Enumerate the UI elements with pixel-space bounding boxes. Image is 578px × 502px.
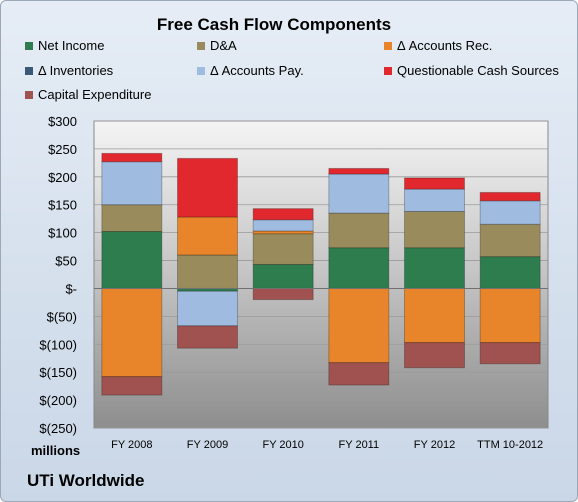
legend-label: Questionable Cash Sources	[397, 63, 559, 78]
legend-item: Δ Accounts Rec.	[384, 38, 492, 53]
bar-segment	[404, 177, 465, 190]
bar-segment	[252, 263, 314, 289]
bar-segment	[101, 376, 163, 396]
legend-label: Δ Inventories	[38, 63, 114, 78]
bar-segment	[328, 287, 390, 364]
y-tick-label: $50	[55, 254, 77, 269]
chart-title: Free Cash Flow Components	[156, 15, 392, 34]
bar-segment	[101, 204, 163, 233]
bar-segment	[177, 254, 238, 289]
x-tick-label: TTM 10-2012	[477, 439, 543, 451]
x-tick-label: FY 2010	[262, 439, 303, 451]
legend-swatch	[384, 41, 392, 50]
legend-label: Δ Accounts Rec.	[397, 38, 493, 53]
y-tick-label: $(150)	[39, 365, 77, 380]
bar-segment	[252, 233, 314, 265]
y-tick-label: $(50)	[47, 309, 77, 324]
bar-segment	[101, 161, 163, 206]
x-tick-label: FY 2011	[339, 439, 380, 451]
bar-segment	[177, 290, 238, 327]
bar-segment	[404, 342, 465, 369]
y-tick-label: $-	[65, 281, 77, 296]
legend-swatch	[197, 66, 205, 75]
bar-segment	[328, 247, 390, 289]
bar-segment	[328, 362, 390, 386]
bar-segment	[328, 212, 390, 249]
bar-segment	[177, 216, 238, 256]
y-tick-label: $200	[48, 170, 77, 185]
bar-segment	[177, 157, 238, 218]
legend-swatch	[25, 90, 33, 99]
bar-segment	[252, 208, 314, 221]
y-tick-label: $100	[48, 226, 77, 241]
bar-segment	[177, 325, 238, 349]
y-tick-label: $150	[48, 198, 77, 213]
legend-label: Net Income	[38, 38, 105, 53]
bar-segment	[479, 191, 541, 202]
bar-segment	[101, 152, 163, 163]
bar-segment	[479, 200, 541, 225]
bar-segment	[479, 223, 541, 258]
bar-segment	[328, 167, 390, 175]
legend-item: Capital Expenditure	[25, 87, 151, 102]
y-tick-label: $250	[48, 142, 77, 157]
bar-segment	[328, 173, 390, 214]
legend-label: Δ Accounts Pay.	[210, 63, 304, 78]
bar-segment	[101, 287, 163, 378]
bar-segment	[479, 342, 541, 365]
bar-segment	[479, 287, 541, 344]
legend-swatch	[25, 41, 33, 50]
x-tick-label: FY 2012	[414, 439, 455, 451]
bar-segment	[404, 210, 465, 249]
legend-item: Net Income	[25, 38, 104, 53]
legend-item: Δ Accounts Pay.	[197, 63, 304, 78]
legend-item: Δ Inventories	[25, 63, 113, 78]
legend-swatch	[197, 41, 205, 50]
bar-segment	[479, 256, 541, 289]
y-tick-label: $(100)	[39, 337, 77, 352]
y-tick-label: $(250)	[39, 421, 77, 436]
legend-item: D&A	[197, 38, 237, 53]
legend-label: Capital Expenditure	[38, 87, 152, 102]
x-tick-label: FY 2009	[187, 439, 228, 451]
bar-segment	[404, 188, 465, 212]
bar-segment	[252, 219, 314, 232]
legend-item: Questionable Cash Sources	[384, 63, 559, 78]
bar-segment	[101, 231, 163, 289]
legend-swatch	[25, 66, 33, 75]
legend-swatch	[384, 66, 392, 75]
y-tick-label: $(200)	[39, 393, 77, 408]
bar-segment	[252, 287, 314, 301]
company-name: UTi Worldwide	[27, 471, 145, 490]
bar-segment	[404, 287, 465, 344]
legend-label: D&A	[210, 38, 237, 53]
bar-segment	[404, 247, 465, 289]
y-tick-label: $300	[48, 114, 77, 129]
y-axis-unit-label: millions	[31, 443, 81, 458]
x-tick-label: FY 2008	[111, 439, 152, 451]
